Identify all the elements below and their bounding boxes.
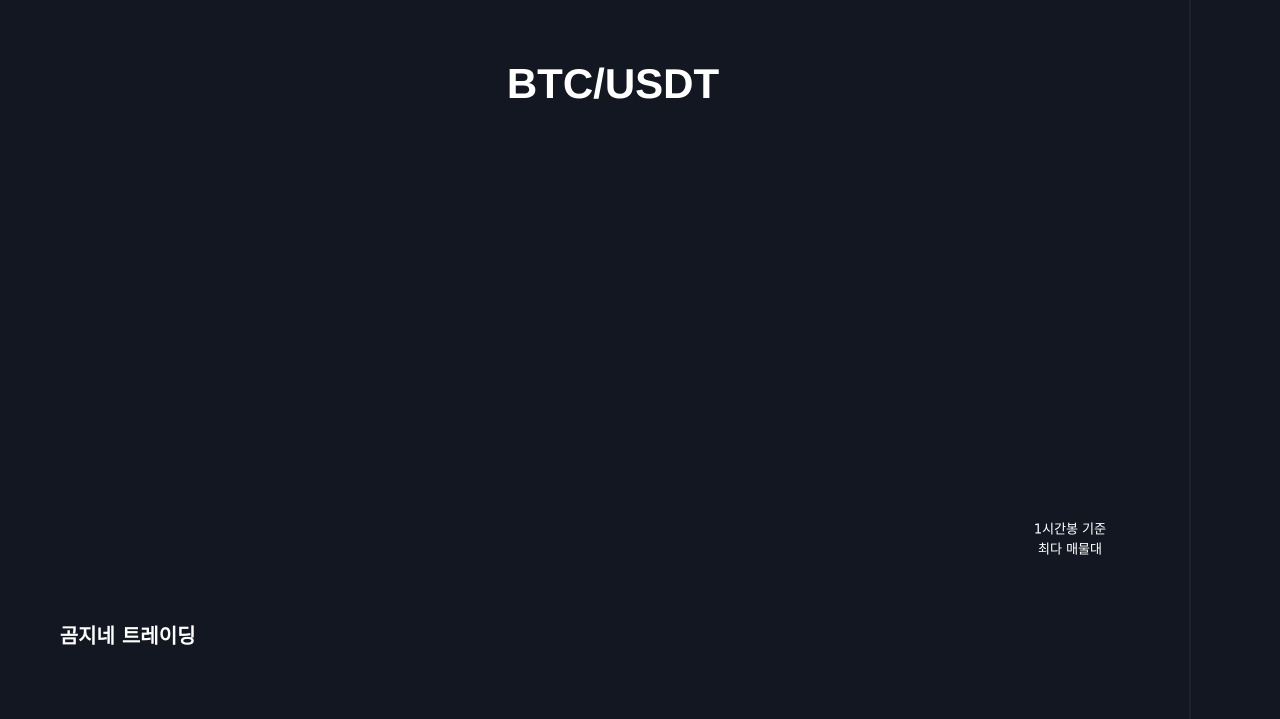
chart-title: BTC/USDT <box>507 60 720 107</box>
annotation: 최다 매물대 <box>1038 543 1102 558</box>
annotation: 1시간봉 기준 <box>1034 523 1106 538</box>
watermark: 곰지네 트레이딩 <box>60 624 196 648</box>
